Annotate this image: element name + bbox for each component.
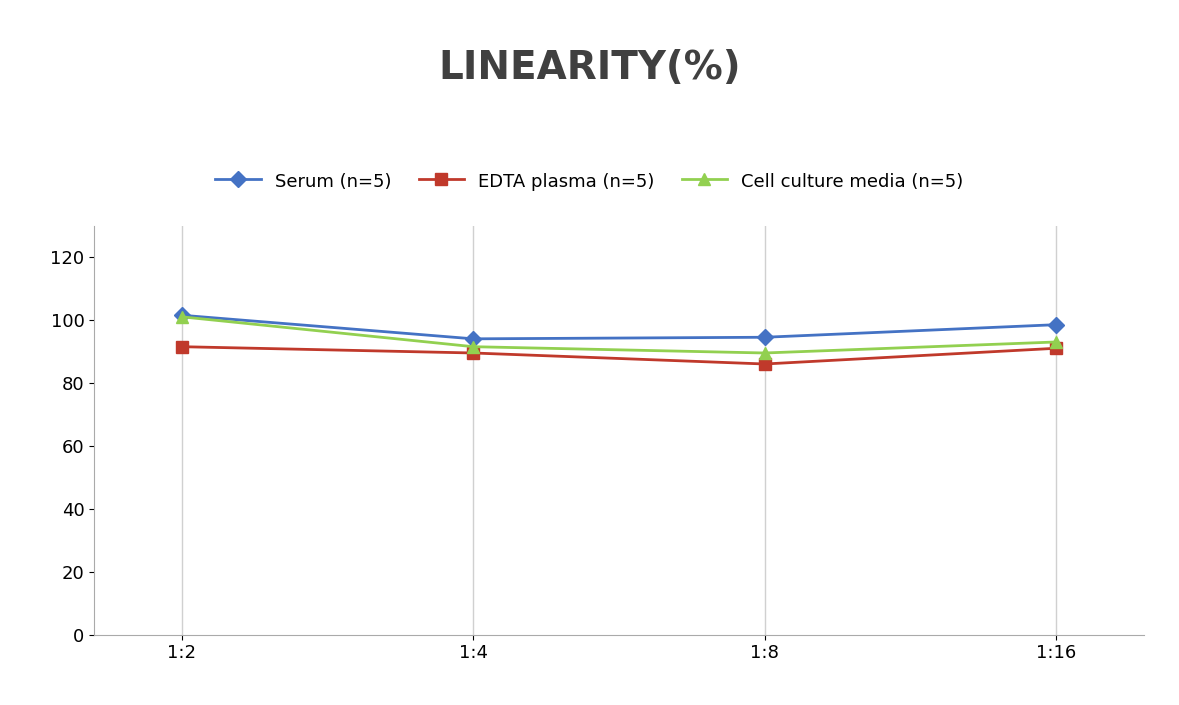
EDTA plasma (n=5) bbox=[174, 343, 189, 351]
Cell culture media (n=5) bbox=[466, 343, 480, 351]
Cell culture media (n=5) bbox=[174, 312, 189, 321]
EDTA plasma (n=5) bbox=[466, 349, 480, 357]
EDTA plasma (n=5) bbox=[1049, 344, 1063, 352]
Cell culture media (n=5) bbox=[1049, 338, 1063, 346]
Serum (n=5) bbox=[466, 335, 480, 343]
Line: Serum (n=5): Serum (n=5) bbox=[176, 309, 1062, 344]
Line: Cell culture media (n=5): Cell culture media (n=5) bbox=[176, 312, 1062, 359]
Legend: Serum (n=5), EDTA plasma (n=5), Cell culture media (n=5): Serum (n=5), EDTA plasma (n=5), Cell cul… bbox=[209, 164, 970, 198]
Serum (n=5) bbox=[758, 333, 772, 341]
Serum (n=5) bbox=[1049, 321, 1063, 329]
EDTA plasma (n=5) bbox=[758, 360, 772, 368]
Cell culture media (n=5) bbox=[758, 349, 772, 357]
Line: EDTA plasma (n=5): EDTA plasma (n=5) bbox=[176, 341, 1062, 369]
Serum (n=5) bbox=[174, 311, 189, 319]
Text: LINEARITY(%): LINEARITY(%) bbox=[439, 49, 740, 87]
